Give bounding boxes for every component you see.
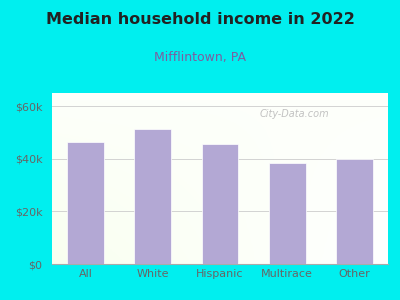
Bar: [202, 144, 238, 264]
Text: Mifflintown, PA: Mifflintown, PA: [154, 51, 246, 64]
Text: City-Data.com: City-Data.com: [259, 109, 329, 118]
Bar: [134, 128, 171, 264]
Text: Median household income in 2022: Median household income in 2022: [46, 12, 354, 27]
Bar: [269, 163, 306, 264]
Bar: [336, 159, 373, 264]
Bar: [67, 142, 104, 264]
